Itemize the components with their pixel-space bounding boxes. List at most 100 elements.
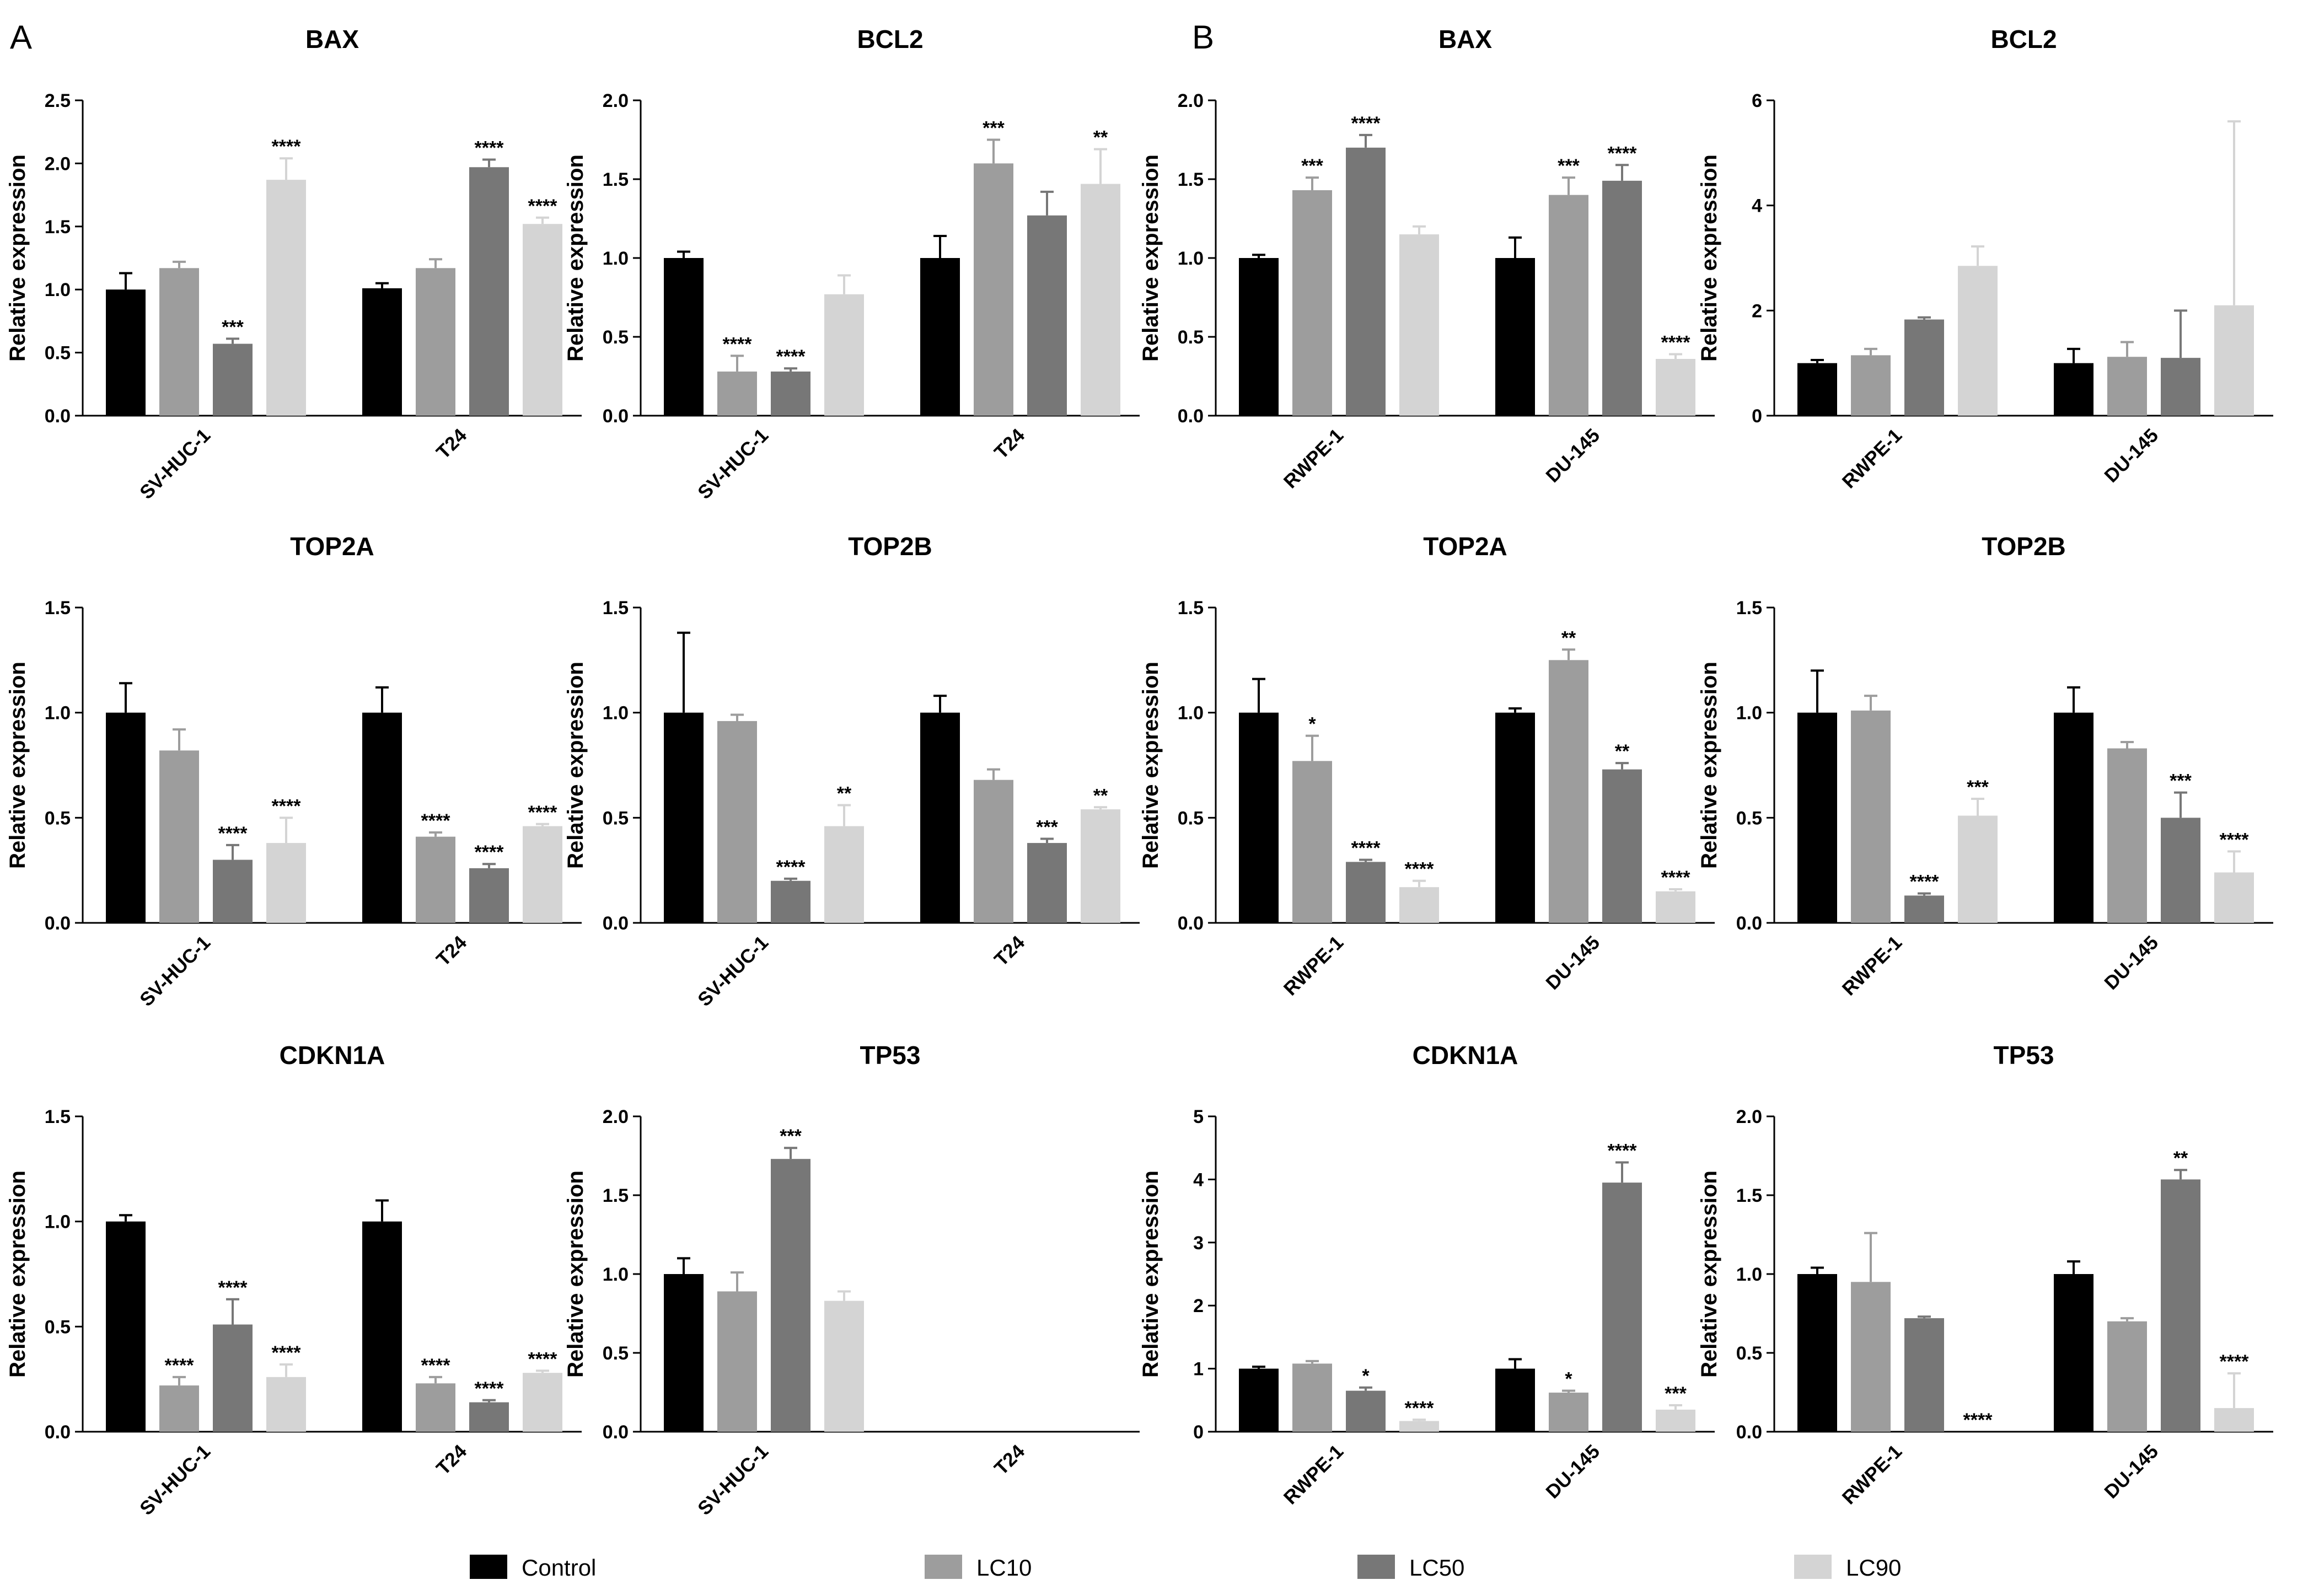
chart-b-bcl2-ytick-label: 6	[1752, 90, 1762, 111]
chart-b-cdkn1a-du-145-lc90-significance: ***	[1665, 1383, 1687, 1404]
chart-b-top2a-title: TOP2A	[1423, 532, 1507, 561]
chart-a-cdkn1a: CDKN1A Relative expression 0.0 0.5 1.0 1.5 ***…	[6, 1041, 582, 1519]
chart-a-bax-sv-huc-1-lc90-significance: ****	[272, 136, 302, 157]
chart-a-bax-ytick-label: 2.0	[45, 153, 71, 174]
chart-a-bax-sv-huc-1-lc50-significance: ***	[222, 316, 244, 337]
chart-a-bcl2-sv-huc-1-lc50-bar	[771, 371, 810, 416]
chart-b-cdkn1a-ytick-label: 0	[1193, 1422, 1204, 1443]
chart-a-cdkn1a-t24-lc50-bar	[469, 1402, 509, 1432]
chart-b-tp53-du-145-lc90-significance: ****	[2220, 1351, 2250, 1372]
chart-b-bcl2-ylabel: Relative expression	[1697, 154, 1721, 362]
chart-b-tp53-du-145-lc10-bar	[2107, 1321, 2147, 1432]
chart-b-bcl2-ytick-label: 4	[1752, 196, 1762, 217]
chart-b-top2b-du-145-lc50-significance: ***	[2170, 771, 2192, 792]
chart-b-bcl2-title: BCL2	[1990, 25, 2057, 53]
chart-b-top2a-rwpe-1-lc90-significance: ****	[1405, 859, 1435, 880]
chart-a-top2a-sv-huc-1-control-bar	[106, 712, 146, 923]
chart-b-tp53-rwpe-1-lc50-bar	[1904, 1318, 1944, 1432]
chart-a-top2a-sv-huc-1-lc90-significance: ****	[272, 796, 302, 816]
chart-b-bcl2-du-145-lc90-bar	[2214, 305, 2254, 416]
chart-a-top2b-ytick-label: 0.0	[603, 913, 629, 934]
chart-a-top2a-ytick-label: 0.0	[45, 913, 71, 934]
chart-b-top2b-category-label: DU-145	[2100, 932, 2162, 994]
chart-a-tp53-sv-huc-1-lc50-bar	[771, 1159, 810, 1432]
chart-b-top2a-rwpe-1-lc90-bar	[1399, 887, 1439, 923]
chart-a-cdkn1a-category-label: SV-HUC-1	[136, 1441, 214, 1519]
chart-b-cdkn1a-du-145-lc50-significance: ****	[1608, 1141, 1638, 1162]
chart-a-top2a-title: TOP2A	[290, 532, 374, 561]
chart-a-bax-sv-huc-1-lc50-bar	[213, 343, 253, 416]
chart-b-cdkn1a-du-145-lc90-bar	[1656, 1409, 1695, 1432]
chart-b-bcl2-du-145-lc10-bar	[2107, 357, 2147, 416]
chart-b-bax-du-145-lc50-significance: ****	[1608, 143, 1638, 164]
chart-a-top2a-sv-huc-1-lc10-bar	[159, 750, 199, 923]
legend: Control LC10 LC50 LC90	[470, 1555, 1901, 1581]
panel-label-a: A	[10, 19, 32, 56]
chart-b-top2a-category-label: RWPE-1	[1280, 932, 1348, 999]
chart-b-bax-rwpe-1-lc50-significance: ****	[1351, 113, 1381, 134]
chart-b-tp53-ytick-label: 0.0	[1736, 1422, 1762, 1443]
chart-a-cdkn1a-sv-huc-1-lc50-significance: ****	[218, 1277, 248, 1298]
chart-a-top2b-sv-huc-1-lc90-significance: **	[837, 783, 852, 804]
chart-b-tp53-title: TP53	[1994, 1041, 2054, 1070]
chart-b-top2a-ytick-label: 1.0	[1178, 703, 1204, 724]
chart-b-cdkn1a-du-145-lc10-bar	[1549, 1393, 1588, 1432]
chart-b-tp53-du-145-control-bar	[2054, 1274, 2093, 1432]
chart-a-top2a-category-label: SV-HUC-1	[136, 932, 214, 1011]
chart-a-bax-category-label: T24	[432, 424, 471, 464]
chart-b-tp53-ylabel: Relative expression	[1697, 1170, 1721, 1378]
chart-a-bcl2-t24-control-bar	[920, 258, 960, 416]
chart-b-top2a-du-145-lc90-significance: ****	[1661, 867, 1691, 888]
chart-a-top2a: TOP2A Relative expression 0.0 0.5 1.0 1.5 ****…	[6, 532, 582, 1011]
legend-swatch-lc90	[1794, 1555, 1832, 1579]
chart-b-bax-du-145-control-bar	[1495, 258, 1535, 416]
chart-b-top2b-ylabel: Relative expression	[1697, 662, 1721, 869]
chart-b-tp53: TP53 Relative expression 0.0 0.5 1.0 1.5 2.0 **…	[1697, 1041, 2273, 1508]
chart-b-top2b-rwpe-1-lc50-significance: ****	[1910, 872, 1940, 893]
legend-swatch-control	[470, 1555, 507, 1579]
chart-b-top2b-du-145-lc90-significance: ****	[2220, 829, 2250, 850]
chart-b-cdkn1a-ytick-label: 2	[1193, 1296, 1204, 1316]
chart-a-bcl2-t24-lc10-bar	[974, 163, 1013, 416]
chart-b-top2b-du-145-lc90-bar	[2214, 872, 2254, 923]
chart-b-top2a-du-145-lc10-significance: **	[1561, 627, 1576, 648]
chart-b-cdkn1a-rwpe-1-control-bar	[1239, 1368, 1279, 1432]
chart-b-bax-rwpe-1-lc90-bar	[1399, 234, 1439, 416]
chart-b-cdkn1a-title: CDKN1A	[1413, 1041, 1518, 1070]
chart-a-bcl2-sv-huc-1-control-bar	[664, 258, 704, 416]
chart-a-top2a-t24-lc90-bar	[523, 826, 562, 923]
chart-b-bax-du-145-lc90-significance: ****	[1661, 332, 1691, 353]
chart-a-top2b-category-label: SV-HUC-1	[694, 932, 772, 1011]
chart-a-top2b-sv-huc-1-lc50-significance: ****	[776, 857, 806, 878]
chart-a-tp53-sv-huc-1-lc50-significance: ***	[780, 1126, 802, 1147]
chart-b-top2b-du-145-lc50-bar	[2161, 818, 2200, 923]
chart-b-bax-rwpe-1-lc50-bar	[1346, 147, 1386, 416]
chart-b-top2b-du-145-control-bar	[2054, 712, 2093, 923]
chart-a-cdkn1a-sv-huc-1-lc50-bar	[213, 1324, 253, 1432]
chart-a-bcl2-ytick-label: 1.5	[603, 169, 629, 190]
chart-b-bax-ytick-label: 0.5	[1178, 327, 1204, 348]
chart-b-bax-du-145-lc50-bar	[1602, 180, 1642, 416]
chart-a-tp53-ylabel: Relative expression	[563, 1170, 588, 1378]
chart-a-top2b-title: TOP2B	[848, 532, 932, 561]
chart-a-bcl2-category-label: T24	[990, 424, 1029, 464]
chart-b-bax-ytick-label: 0.0	[1178, 406, 1204, 427]
chart-a-bcl2-ytick-label: 1.0	[603, 248, 629, 269]
chart-b-bax-category-label: RWPE-1	[1280, 424, 1348, 492]
chart-b-cdkn1a-category-label: RWPE-1	[1280, 1441, 1348, 1508]
chart-a-cdkn1a-ytick-label: 1.5	[45, 1106, 71, 1127]
chart-a-bcl2-t24-lc90-significance: **	[1093, 127, 1108, 148]
chart-b-top2a-du-145-control-bar	[1495, 712, 1535, 923]
chart-a-bcl2-sv-huc-1-lc90-bar	[824, 294, 864, 416]
chart-b-tp53-category-label: RWPE-1	[1838, 1441, 1906, 1508]
chart-a-cdkn1a-sv-huc-1-lc90-bar	[266, 1377, 306, 1432]
chart-b-tp53-ytick-label: 1.0	[1736, 1264, 1762, 1285]
chart-a-top2b-ytick-label: 1.0	[603, 703, 629, 724]
chart-b-bax: BAX Relative expression 0.0 0.5 1.0 1.5 2.0 ***…	[1139, 25, 1715, 492]
chart-a-cdkn1a-ylabel: Relative expression	[6, 1170, 30, 1378]
legend-item-control: Control	[470, 1555, 596, 1581]
chart-b-bax-du-145-lc90-bar	[1656, 359, 1695, 416]
chart-a-top2a-t24-lc10-bar	[416, 836, 455, 923]
legend-item-lc90: LC90	[1794, 1555, 1901, 1581]
